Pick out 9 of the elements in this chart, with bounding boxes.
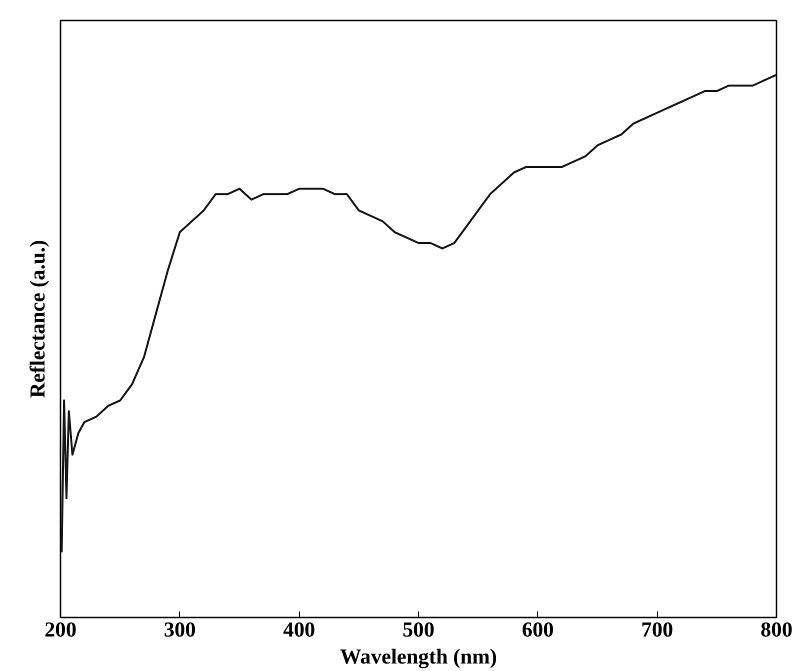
- x-tick-label: 500: [402, 618, 435, 642]
- x-tick-label: 200: [44, 618, 77, 642]
- x-axis-title: Wavelength (nm): [340, 644, 498, 668]
- x-tick-label: 800: [760, 618, 793, 642]
- x-tick-label: 600: [522, 618, 554, 642]
- y-axis-title: Reflectance (a.u.): [26, 240, 50, 398]
- x-tick-label: 700: [641, 618, 674, 642]
- x-tick-label: 400: [283, 618, 316, 642]
- x-tick-label: 300: [164, 618, 196, 642]
